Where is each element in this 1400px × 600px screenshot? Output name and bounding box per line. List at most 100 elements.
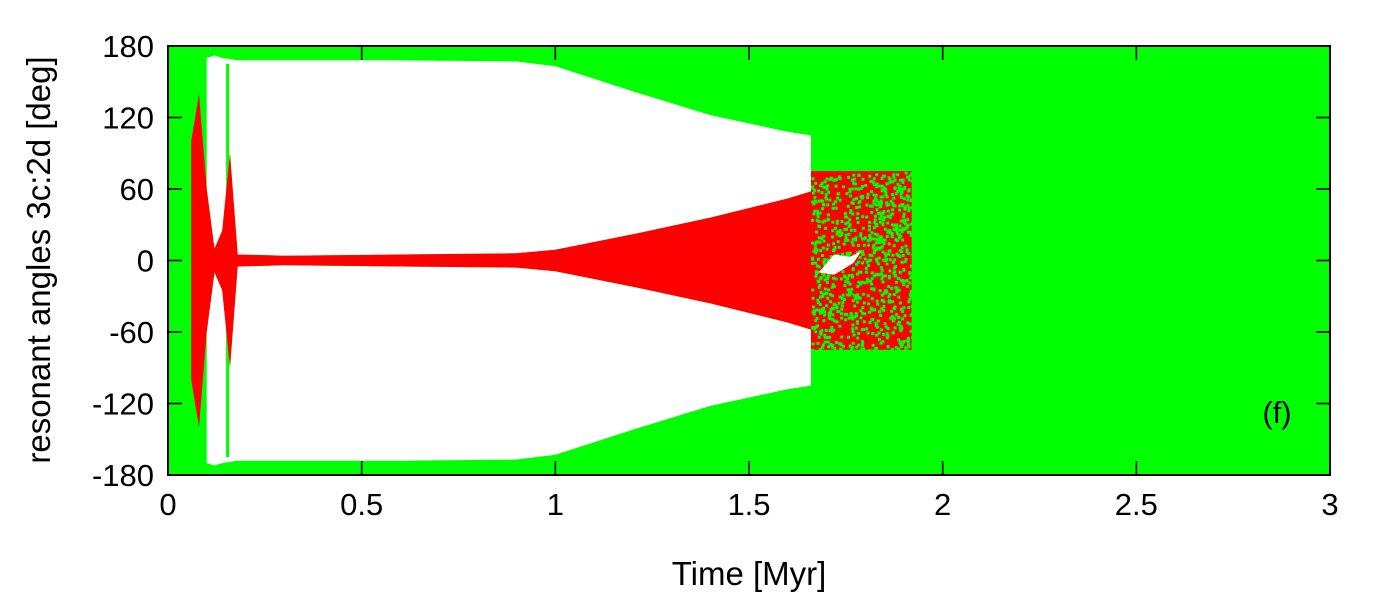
chaotic-dot [857,349,861,353]
chaotic-dot [911,336,915,340]
chaotic-dot [871,317,875,321]
chaotic-dot [854,238,858,242]
chaotic-dot [837,192,841,196]
chaotic-dot [822,185,826,189]
chaotic-dot [895,223,899,227]
chaotic-dot [817,308,821,312]
chaotic-dot [816,209,820,213]
chaotic-dot [853,177,856,181]
chaotic-dot [909,174,913,178]
chaotic-dot [821,246,825,250]
chaotic-dot [897,295,901,299]
chaotic-dot [875,208,879,212]
chaotic-dot [876,212,880,215]
chaotic-dot [861,250,865,254]
chaotic-dot [861,311,864,315]
chaotic-dot [867,264,870,267]
chaotic-dot [882,186,886,190]
chaotic-dot [885,332,889,336]
chaotic-dot [897,236,901,240]
chaotic-dot [813,243,817,247]
chaotic-dot [851,327,855,331]
chaotic-dot [871,237,874,241]
chaotic-dot [812,312,816,316]
chaotic-dot [871,332,875,335]
chaotic-dot [885,235,889,238]
chaotic-dot [877,337,881,341]
chaotic-dot [867,302,871,306]
chaotic-dot [870,254,874,258]
chaotic-dot [821,294,825,298]
chaotic-dot [813,309,816,313]
chaotic-dot [902,306,906,310]
chaotic-dot [873,183,876,187]
chaotic-dot [847,253,851,257]
chaotic-dot [819,249,823,252]
chaotic-dot [832,302,836,306]
chaotic-dot [814,274,818,278]
chaotic-dot [891,261,895,264]
chaotic-dot [844,318,848,322]
chaotic-dot [841,253,845,256]
chaotic-dot [845,192,849,196]
chaotic-dot [904,279,908,283]
chaotic-dot [891,193,894,196]
chaotic-dot [858,200,862,203]
chaotic-dot [901,227,905,231]
chaotic-dot [893,258,897,262]
chaotic-dot [853,182,857,186]
chaotic-dot [906,175,909,179]
chaotic-dot [890,309,894,313]
chaotic-dot [820,191,824,195]
chaotic-dot [884,289,888,293]
chaotic-dot [813,189,817,192]
chaotic-dot [849,211,853,215]
chaotic-dot [870,297,874,301]
chaotic-dot [872,199,876,203]
chaotic-dot [832,285,836,288]
chaotic-dot [905,339,909,343]
chaotic-dot [887,295,891,298]
chaotic-dot [883,174,887,178]
chaotic-dot [910,264,913,268]
chaotic-dot [908,322,912,326]
chaotic-dot [899,324,903,328]
chaotic-dot [822,260,826,264]
chaotic-dot [840,307,844,311]
y-tick-label: 120 [102,101,154,136]
chaotic-dot [870,210,874,214]
chaotic-dot [814,330,818,334]
chaotic-dot [822,319,826,323]
chaotic-dot [822,273,826,277]
chaotic-dot [851,317,855,321]
chaotic-dot [898,208,902,212]
chaotic-dot [882,242,886,245]
chaotic-dot [811,218,814,222]
chaotic-dot [901,204,905,208]
chaotic-dot [906,343,910,346]
chaotic-dot [845,277,849,281]
chaotic-dot [891,300,894,304]
y-tick-label: -180 [92,458,154,493]
chaotic-dot [902,212,906,216]
chaotic-dot [840,231,844,235]
chaotic-dot [848,344,852,348]
chaotic-dot [811,342,815,346]
chaotic-dot [832,242,836,246]
chaotic-dot [851,212,855,216]
chaotic-dot [854,297,858,301]
chaotic-dot [895,230,899,234]
chaotic-dot [858,205,862,209]
chaotic-dot [821,272,825,276]
chaotic-dot [863,312,867,316]
chaotic-dot [847,291,851,295]
chaotic-dot [883,227,887,231]
chaotic-dot [859,316,863,320]
chaotic-dot [875,333,879,337]
chaotic-dot [907,195,910,199]
chaotic-dot [885,258,888,262]
chaotic-dot [845,252,849,255]
chaotic-dot [901,180,905,184]
chaotic-dot [831,344,835,348]
chaotic-dot [880,188,884,192]
